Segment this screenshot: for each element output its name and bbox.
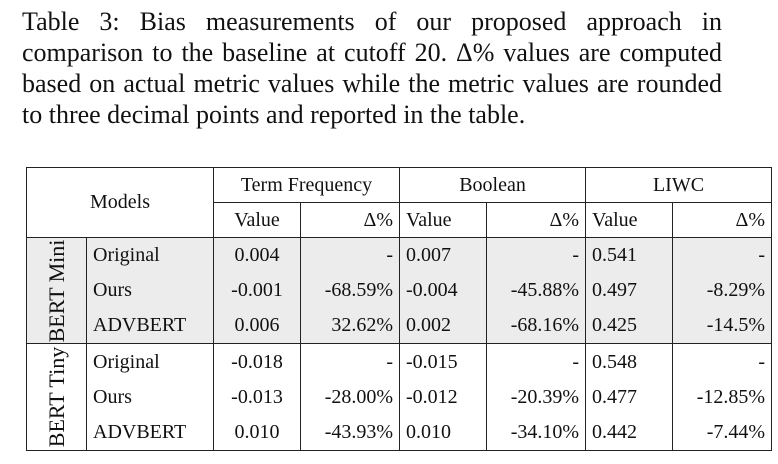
tf-value: 0.006	[213, 308, 301, 345]
model-name: ADVBERT	[86, 308, 214, 345]
liwc-delta: -7.44%	[672, 414, 773, 451]
group-label-cell: BERT Tiny	[26, 343, 87, 451]
table-caption: Table 3: Bias measurements of our propos…	[22, 7, 722, 129]
model-name: ADVBERT	[86, 414, 214, 451]
liwc-value: 0.497	[585, 273, 674, 309]
liwc-delta: -12.85%	[672, 379, 773, 415]
tf-value: -0.001	[213, 273, 301, 309]
group-label-bert-mini: BERT Mini	[43, 239, 69, 343]
tf-delta: -	[299, 343, 401, 380]
boolean-delta: -	[486, 237, 587, 274]
liwc-value: 0.541	[585, 237, 674, 274]
boolean-value: -0.012	[399, 379, 488, 415]
subheader-value: Value	[585, 202, 674, 238]
boolean-delta: -45.88%	[486, 273, 587, 309]
model-name: Ours	[86, 379, 214, 415]
table-row: Ours -0.001 -68.59% -0.004 -45.88% 0.497…	[27, 273, 773, 309]
subheader-delta: Δ%	[299, 202, 401, 238]
group-label-bert-tiny: BERT Tiny	[43, 347, 69, 448]
tf-value: -0.013	[213, 379, 301, 415]
liwc-value: 0.477	[585, 379, 674, 415]
header-row-metrics: Models Term Frequency Boolean LIWC	[26, 167, 773, 238]
boolean-value: 0.002	[399, 308, 488, 345]
tf-delta: -68.59%	[299, 273, 401, 309]
table-row: ADVBERT 0.006 32.62% 0.002 -68.16% 0.425…	[27, 308, 773, 345]
table-row: BERT Mini Original 0.004 - 0.007 - 0.541…	[26, 236, 773, 345]
boolean-delta: -20.39%	[486, 379, 587, 415]
bias-results-table: Models Term Frequency Boolean LIWC Value…	[26, 167, 773, 451]
metric-header-liwc: LIWC	[585, 167, 773, 203]
boolean-value: 0.010	[399, 414, 488, 451]
header-row-subcolumns: Value Δ% Value Δ% Value Δ%	[27, 202, 773, 238]
liwc-value: 0.442	[585, 414, 674, 451]
metric-header-boolean: Boolean	[399, 167, 587, 203]
tf-delta: -28.00%	[299, 379, 401, 415]
table-row: Ours -0.013 -28.00% -0.012 -20.39% 0.477…	[27, 379, 773, 415]
table-row: ADVBERT 0.010 -43.93% 0.010 -34.10% 0.44…	[27, 414, 773, 451]
metric-header-term-frequency: Term Frequency	[212, 167, 401, 203]
liwc-value: 0.548	[585, 343, 674, 380]
subheader-value: Value	[213, 202, 301, 238]
model-name: Original	[86, 237, 214, 274]
liwc-delta: -8.29%	[672, 273, 773, 309]
model-name: Ours	[86, 273, 214, 309]
model-name: Original	[86, 343, 214, 380]
subheader-value: Value	[399, 202, 488, 238]
boolean-delta: -68.16%	[486, 308, 587, 345]
table-row: BERT Tiny Original -0.018 - -0.015 - 0.5…	[26, 343, 773, 451]
tf-delta: 32.62%	[299, 308, 401, 345]
liwc-delta: -	[672, 237, 773, 274]
boolean-value: -0.004	[399, 273, 488, 309]
boolean-value: -0.015	[399, 343, 488, 380]
tf-value: 0.010	[213, 414, 301, 451]
liwc-value: 0.425	[585, 308, 674, 345]
liwc-delta: -14.5%	[672, 308, 773, 345]
tf-value: 0.004	[213, 237, 301, 274]
tf-delta: -43.93%	[299, 414, 401, 451]
subheader-delta: Δ%	[672, 202, 773, 238]
boolean-value: 0.007	[399, 237, 488, 274]
models-header: Models	[26, 167, 214, 238]
subheader-delta: Δ%	[486, 202, 587, 238]
liwc-delta: -	[672, 343, 773, 380]
tf-value: -0.018	[213, 343, 301, 380]
tf-delta: -	[299, 237, 401, 274]
boolean-delta: -	[486, 343, 587, 380]
group-label-cell: BERT Mini	[26, 236, 87, 345]
boolean-delta: -34.10%	[486, 414, 587, 451]
